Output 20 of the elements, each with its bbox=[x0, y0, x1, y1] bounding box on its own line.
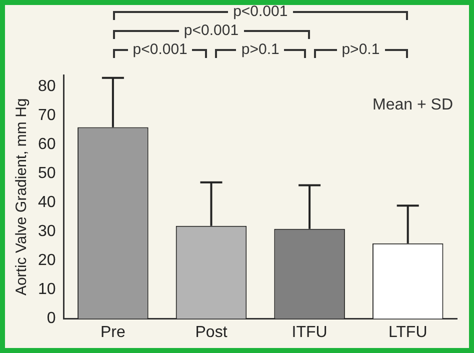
y-tick-label: 40 bbox=[38, 194, 56, 212]
y-axis-title: Aortic Valve Gradient, mm Hg bbox=[13, 98, 30, 296]
significance-bracket: p<0.001 bbox=[112, 41, 208, 59]
x-tick-label: LTFU bbox=[388, 324, 428, 341]
y-tick-label: 60 bbox=[38, 136, 56, 154]
x-tick-label: ITFU bbox=[292, 324, 328, 341]
y-tick-label: 10 bbox=[38, 281, 56, 298]
significance-bracket: p<0.001 bbox=[112, 3, 408, 21]
y-tick-label: 50 bbox=[38, 165, 56, 182]
x-tick-label: Pre bbox=[100, 324, 126, 341]
significance-bracket: p>0.1 bbox=[215, 41, 306, 59]
y-tick-label: 20 bbox=[38, 252, 56, 270]
y-tick-label: 70 bbox=[38, 107, 56, 124]
significance-bracket: p>0.1 bbox=[314, 41, 408, 59]
y-tick-label: 80 bbox=[38, 78, 56, 96]
y-tick-label: 0 bbox=[46, 310, 56, 328]
annotation: Mean + SD bbox=[372, 96, 453, 114]
significance-bracket: p<0.001 bbox=[112, 22, 310, 40]
x-tick-label: Post bbox=[195, 324, 228, 341]
y-tick-label: 30 bbox=[38, 223, 56, 240]
